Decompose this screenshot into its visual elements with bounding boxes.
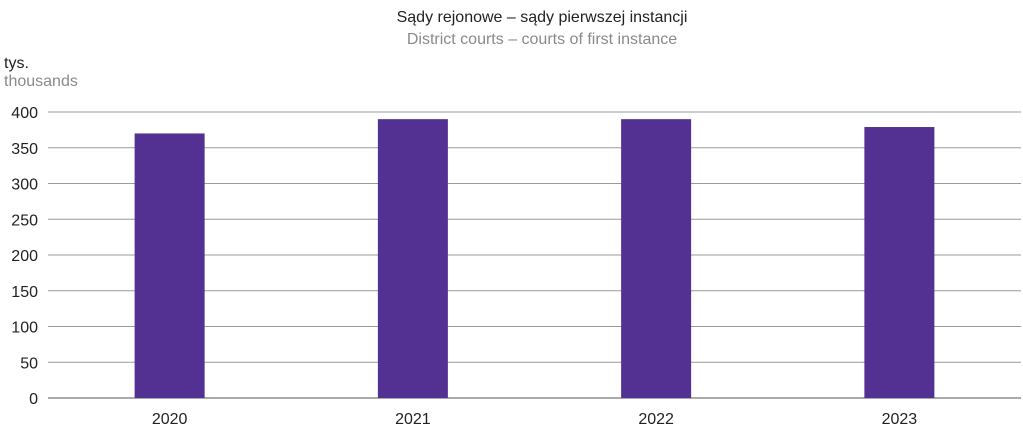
y-tick-label: 0 xyxy=(29,391,38,408)
y-tick-label: 250 xyxy=(11,212,38,229)
y-tick-label: 50 xyxy=(20,355,38,372)
y-tick-label: 200 xyxy=(11,248,38,265)
chart-subtitle: District courts – courts of first instan… xyxy=(407,31,677,48)
x-tick-label: 2020 xyxy=(152,411,188,428)
y-axis-unit-label: tys. xyxy=(4,55,29,72)
x-tick-label: 2023 xyxy=(882,411,918,428)
y-tick-label: 400 xyxy=(11,105,38,122)
bar-2020 xyxy=(134,133,205,398)
y-tick-label: 300 xyxy=(11,177,38,194)
y-tick-label: 100 xyxy=(11,320,38,337)
y-axis-ticks: 0 50 100 150 200 250 300 350 400 xyxy=(11,105,38,408)
y-tick-label: 150 xyxy=(11,284,38,301)
x-axis-ticks: 2020 2021 2022 2023 xyxy=(152,411,917,428)
bars xyxy=(134,119,935,399)
bar-2021 xyxy=(377,119,448,399)
gridlines xyxy=(48,111,1021,399)
x-tick-label: 2022 xyxy=(638,411,674,428)
bar-2022 xyxy=(621,119,692,399)
chart-title: Sądy rejonowe – sądy pierwszej instancji xyxy=(397,9,688,26)
y-axis-unit-label-english: thousands xyxy=(4,73,78,90)
bar-2023 xyxy=(864,127,935,398)
y-tick-label: 350 xyxy=(11,141,38,158)
x-tick-label: 2021 xyxy=(395,411,431,428)
